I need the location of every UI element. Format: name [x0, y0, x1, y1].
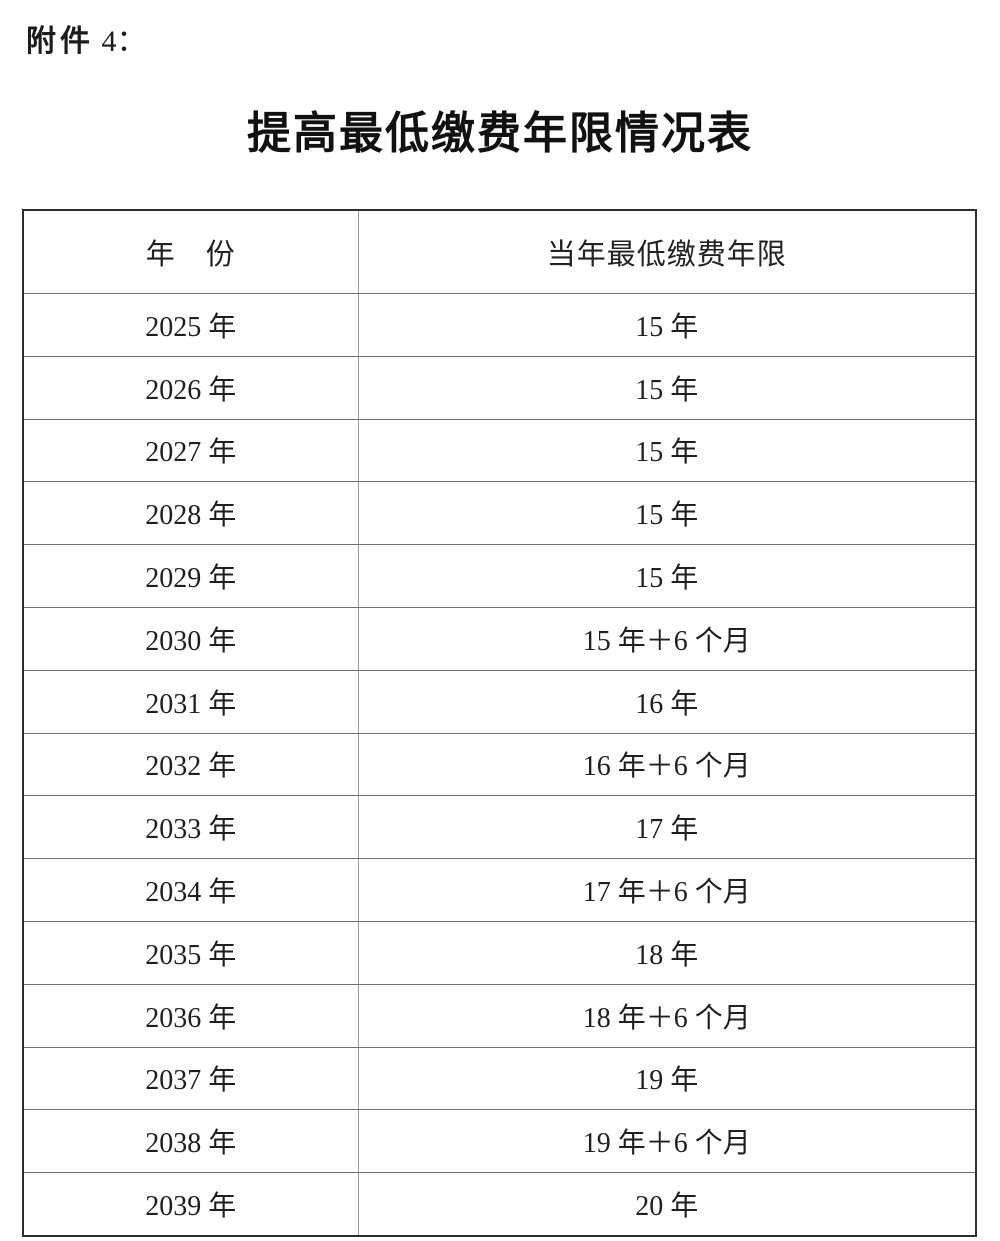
value-cell: 18 年	[358, 920, 976, 985]
attachment-number: 4：	[101, 25, 147, 58]
value-cell: 15 年＋6 个月	[358, 606, 976, 671]
table-row: 2027 年 15 年	[23, 418, 976, 483]
value-cell: 15 年	[358, 355, 976, 420]
year-cell: 2033 年	[23, 795, 359, 860]
table-body: 2025 年 15 年 2026 年 15 年 2027 年 15 年 2028…	[23, 293, 976, 1237]
attachment-prefix: 附件	[26, 25, 94, 58]
table-row: 2028 年 15 年	[23, 481, 976, 546]
year-cell: 2039 年	[23, 1172, 359, 1237]
year-cell: 2035 年	[23, 920, 359, 985]
table-row: 2025 年 15 年	[23, 293, 976, 357]
year-cell: 2027 年	[23, 418, 359, 483]
value-cell: 15 年	[358, 418, 976, 483]
year-cell: 2036 年	[23, 983, 359, 1048]
year-cell: 2037 年	[23, 1046, 359, 1111]
value-cell: 15 年	[358, 481, 976, 546]
table-row: 2031 年 16 年	[23, 669, 976, 734]
value-cell: 16 年＋6 个月	[358, 732, 976, 797]
table-row: 2034 年 17 年＋6 个月	[23, 858, 976, 922]
table-row: 2035 年 18 年	[23, 920, 976, 985]
year-cell: 2025 年	[23, 293, 359, 357]
value-cell: 18 年＋6 个月	[358, 983, 976, 1048]
table-row: 2026 年 15 年	[23, 355, 976, 420]
table-row: 2033 年 17 年	[23, 795, 976, 860]
table-row: 2037 年 19 年	[23, 1046, 976, 1111]
year-cell: 2038 年	[23, 1109, 359, 1174]
year-cell: 2031 年	[23, 669, 359, 734]
attachment-label: 附件 4：	[26, 16, 147, 60]
year-cell: 2026 年	[23, 355, 359, 420]
year-cell: 2032 年	[23, 732, 359, 797]
table-row: 2036 年 18 年＋6 个月	[23, 983, 976, 1048]
value-cell: 15 年	[358, 293, 976, 357]
year-cell: 2030 年	[23, 606, 359, 671]
table-row: 2038 年 19 年＋6 个月	[23, 1109, 976, 1174]
contribution-years-table: 年 份 当年最低缴费年限 2025 年 15 年 2026 年 15 年 202…	[22, 209, 977, 1237]
page-title: 提高最低缴费年限情况表	[247, 109, 753, 158]
year-cell: 2034 年	[23, 858, 359, 922]
table-row: 2039 年 20 年	[23, 1172, 976, 1237]
value-cell: 16 年	[358, 669, 976, 734]
table-header: 年 份 当年最低缴费年限	[23, 209, 976, 294]
header-min-years: 当年最低缴费年限	[358, 209, 976, 294]
header-row: 年 份 当年最低缴费年限	[23, 209, 976, 294]
value-cell: 19 年＋6 个月	[358, 1109, 976, 1174]
header-year: 年 份	[23, 209, 359, 294]
value-cell: 17 年＋6 个月	[358, 858, 976, 922]
value-cell: 17 年	[358, 795, 976, 860]
table-row: 2032 年 16 年＋6 个月	[23, 732, 976, 797]
table-row: 2029 年 15 年	[23, 544, 976, 608]
value-cell: 15 年	[358, 544, 976, 608]
value-cell: 20 年	[358, 1172, 976, 1237]
value-cell: 19 年	[358, 1046, 976, 1111]
year-cell: 2029 年	[23, 544, 359, 608]
table-row: 2030 年 15 年＋6 个月	[23, 606, 976, 671]
year-cell: 2028 年	[23, 481, 359, 546]
